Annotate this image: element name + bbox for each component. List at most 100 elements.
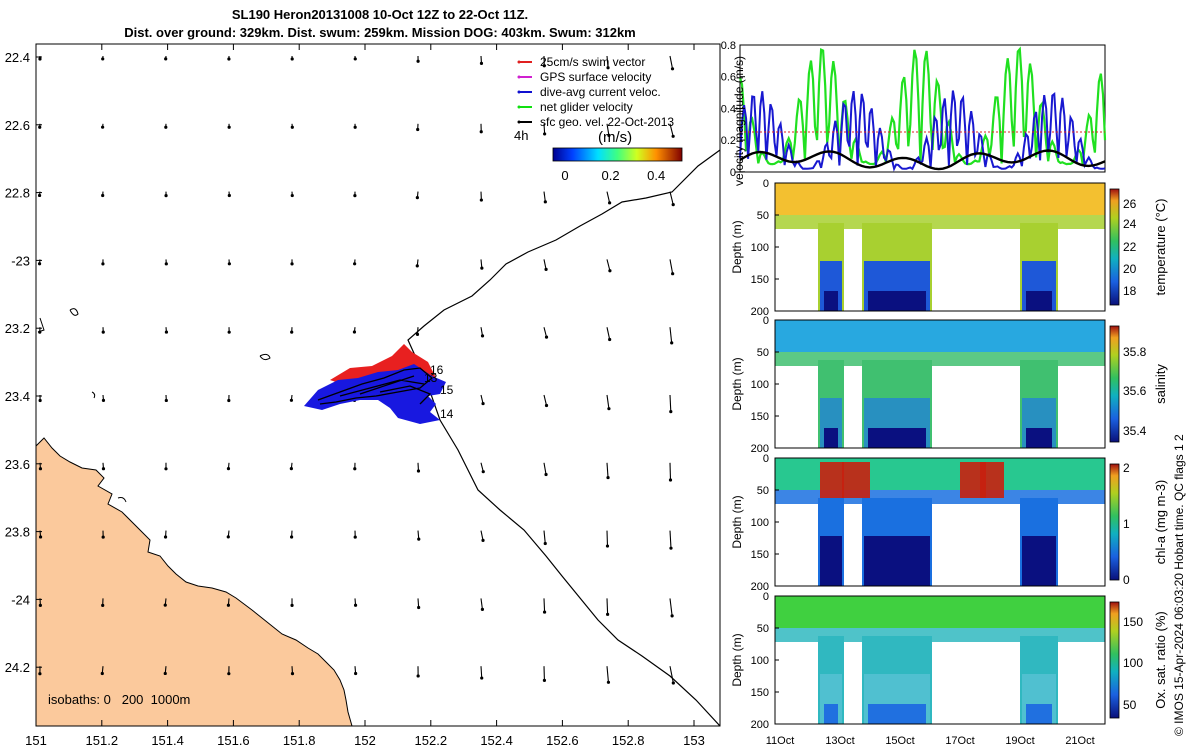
colorbar-title: (m/s) <box>598 129 632 146</box>
lat-tick-label: 22.8 <box>5 186 30 201</box>
legend-entry: dive-avg current veloc. <box>540 85 661 99</box>
time-tick: 15Oct <box>885 735 914 747</box>
lon-tick-label: 151.6 <box>217 733 250 748</box>
depth-label: Depth (m) <box>730 357 744 410</box>
lon-tick-label: 151.4 <box>151 733 184 748</box>
depth-tick: 200 <box>751 581 769 593</box>
colorbar-label: salinity <box>1153 364 1168 404</box>
depth-tick: 150 <box>751 549 769 561</box>
colorbar-tick: 24 <box>1123 217 1137 231</box>
profile-colorbar <box>1109 463 1120 581</box>
lon-tick-label: 151.2 <box>86 733 119 748</box>
depth-tick: 200 <box>751 443 769 455</box>
depth-tick: 50 <box>757 623 769 635</box>
colorbar-tick: 35.8 <box>1123 345 1147 359</box>
figure-title: SL190 Heron20131008 10-Oct 12Z to 22-Oct… <box>0 6 760 42</box>
time-tick: 17Oct <box>945 735 974 747</box>
profile-colorbar <box>1109 601 1120 719</box>
lat-tick-label: 24.2 <box>5 660 30 675</box>
latitude-axis: 22.4 22.6 22.8 -23 23.2 23.4 23.6 23.8 -24 24.2 <box>5 50 42 675</box>
speed-colorbar <box>552 147 683 162</box>
lon-tick-label: 152.4 <box>480 733 513 748</box>
colorbar-tick: 35.6 <box>1123 384 1147 398</box>
depth-tick: 0 <box>763 591 769 603</box>
lon-tick-label: 152 <box>354 733 376 748</box>
velocity-ytick: 0.6 <box>721 72 736 84</box>
depth-label: Depth (m) <box>730 633 744 686</box>
colorbar-tick: 100 <box>1123 656 1143 670</box>
time-tick: 11Oct <box>766 735 795 747</box>
profile-panel-chla: 0 50 100 150 200 Depth (m) 2 1 0 chl-a (mg m-3) <box>730 453 1168 593</box>
map-border <box>35 43 721 727</box>
depth-tick: 100 <box>751 242 769 254</box>
depth-label: Depth (m) <box>730 220 744 273</box>
title-line-1: SL190 Heron20131008 10-Oct 12Z to 22-Oct… <box>231 7 529 22</box>
colorbar-tick: 18 <box>1123 284 1137 298</box>
surface-current-arrows <box>37 55 675 685</box>
velocity-ytick: 0.2 <box>721 135 736 147</box>
lat-tick-label: -23 <box>11 253 30 268</box>
map-panel: 16 13 15 14 isobaths: 0 200 1000m 151 151… <box>5 43 721 748</box>
depth-tick: 50 <box>757 485 769 497</box>
depth-label: Depth (m) <box>730 495 744 548</box>
colorbar-tick: 0.4 <box>647 168 665 183</box>
lon-tick-label: 153 <box>683 733 705 748</box>
lon-tick-label: 152.2 <box>415 733 448 748</box>
depth-tick: 0 <box>763 453 769 465</box>
velocity-ytick: 0.8 <box>721 40 736 52</box>
colorbar-tick: 150 <box>1123 615 1143 629</box>
lon-tick-label: 151.8 <box>283 733 316 748</box>
depth-tick: 0 <box>763 315 769 327</box>
depth-tick: 100 <box>751 517 769 529</box>
day-label-14: 14 <box>440 407 454 421</box>
isobaths-label: isobaths: 0 200 1000m <box>48 692 190 707</box>
depth-tick: 100 <box>751 655 769 667</box>
time-tick: 21Oct <box>1065 735 1094 747</box>
legend-entry: GPS surface velocity <box>540 70 651 84</box>
lon-tick-label: 152.6 <box>546 733 579 748</box>
profile-panel-oxygen: 0 50 100 150 200 Depth (m) 150 100 50 Ox. sat. ra… <box>730 591 1168 731</box>
colorbar-label: Ox. sat. ratio (%) <box>1153 611 1168 709</box>
velocity-ytick: 0.4 <box>721 103 736 115</box>
depth-tick: 200 <box>751 306 769 318</box>
velocity-panel: 0.8 0.6 0.4 0.2 0 velocity magnitude (m/s) <box>721 40 1107 186</box>
colorbar-tick: 2 <box>1123 461 1130 475</box>
depth-tick: 50 <box>757 210 769 222</box>
lat-tick-label: 22.4 <box>5 50 30 65</box>
depth-tick: 200 <box>751 719 769 731</box>
velocity-ylabel: velocity magnitude (m/s) <box>732 56 746 186</box>
lat-tick-label: 22.6 <box>5 118 30 133</box>
land <box>36 437 353 726</box>
track-line <box>317 367 434 405</box>
lat-tick-label: 23.2 <box>5 321 30 336</box>
colorbar-tick: 22 <box>1123 240 1137 254</box>
lat-tick-label: -24 <box>11 592 30 607</box>
legend-entry: sfc geo. vel. 22-Oct-2013 <box>540 115 674 129</box>
profile-panel-salinity: 0 50 100 150 200 Depth (m) 35.8 35.6 35.4 salinit… <box>730 315 1168 455</box>
colorbar-tick: 35.4 <box>1123 424 1147 438</box>
time-tick: 19Oct <box>1005 735 1034 747</box>
colorbar-label: chl-a (mg m-3) <box>1153 480 1168 565</box>
legend-entry: 25cm/s swim vector <box>540 55 645 69</box>
colorbar-tick: 26 <box>1123 197 1137 211</box>
title-line-2: Dist. over ground: 329km. Dist. swum: 25… <box>124 25 636 40</box>
lat-tick-label: 23.4 <box>5 389 30 404</box>
colorbar-tick: 0.2 <box>602 168 620 183</box>
colorbar-label: temperature (°C) <box>1153 199 1168 296</box>
lat-tick-label: 23.8 <box>5 525 30 540</box>
glider-track: 16 13 15 14 <box>304 344 454 424</box>
depth-tick: 100 <box>751 379 769 391</box>
depth-tick: 150 <box>751 687 769 699</box>
lon-tick-label: 151 <box>25 733 47 748</box>
profile-colorbar <box>1109 188 1120 306</box>
speed-colorbar-ticks: 0 0.2 0.4 <box>561 168 665 183</box>
depth-tick: 150 <box>751 411 769 423</box>
colorbar-tick: 0 <box>561 168 568 183</box>
colorbar-tick: 1 <box>1123 517 1130 531</box>
lat-tick-label: 23.6 <box>5 457 30 472</box>
day-label-13: 13 <box>424 371 438 385</box>
depth-tick: 150 <box>751 274 769 286</box>
